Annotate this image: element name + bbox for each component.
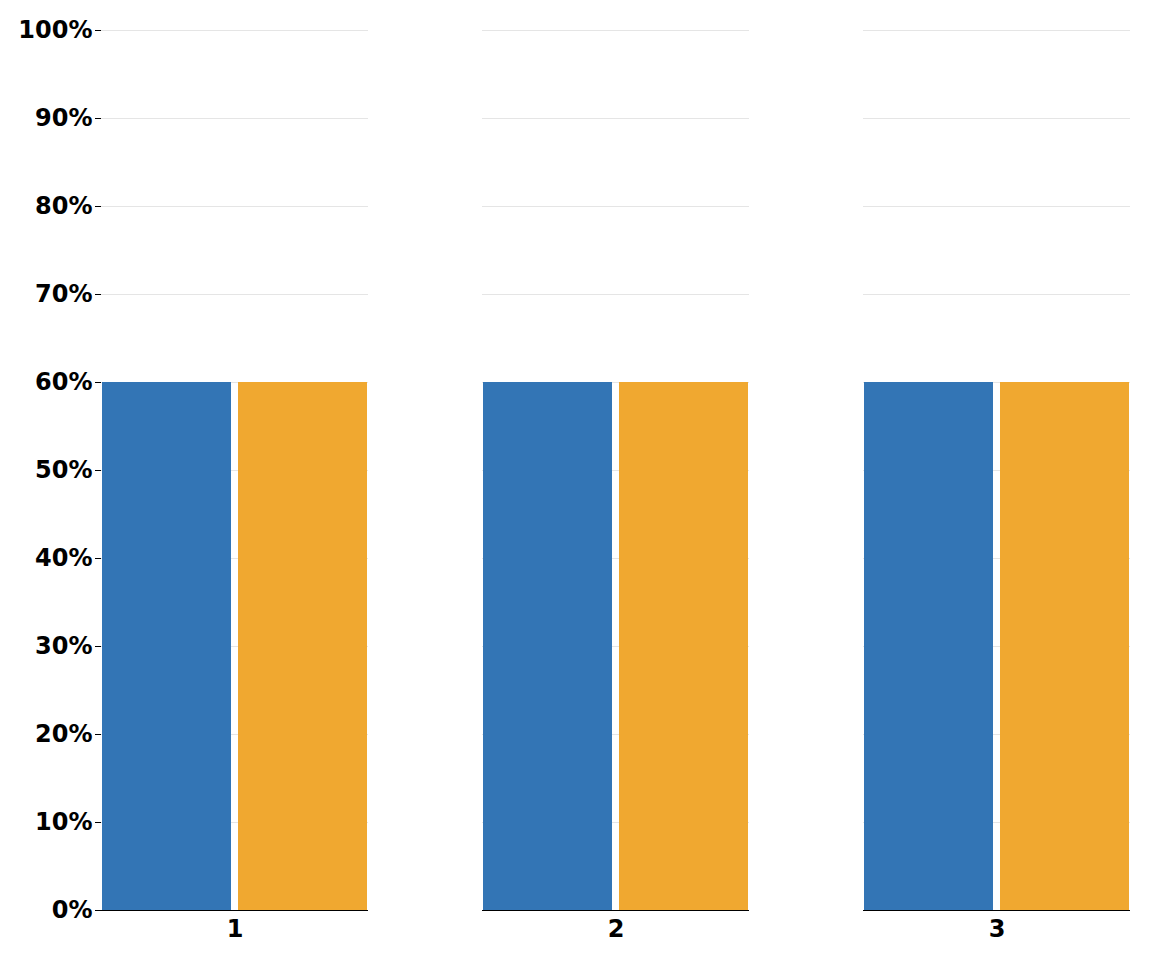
svg-text:10%: 10% [35,808,92,836]
svg-text:70%: 70% [35,280,92,308]
svg-text:80%: 80% [35,192,92,220]
svg-text:2: 2 [608,915,625,943]
svg-text:3: 3 [989,915,1006,943]
svg-text:60%: 60% [35,368,92,396]
svg-text:40%: 40% [35,544,92,572]
svg-text:90%: 90% [35,104,92,132]
svg-text:0%: 0% [52,896,93,924]
svg-text:1: 1 [227,915,244,943]
svg-text:20%: 20% [35,720,92,748]
svg-text:30%: 30% [35,632,92,660]
svg-text:50%: 50% [35,456,92,484]
svg-text:100%: 100% [18,16,92,44]
